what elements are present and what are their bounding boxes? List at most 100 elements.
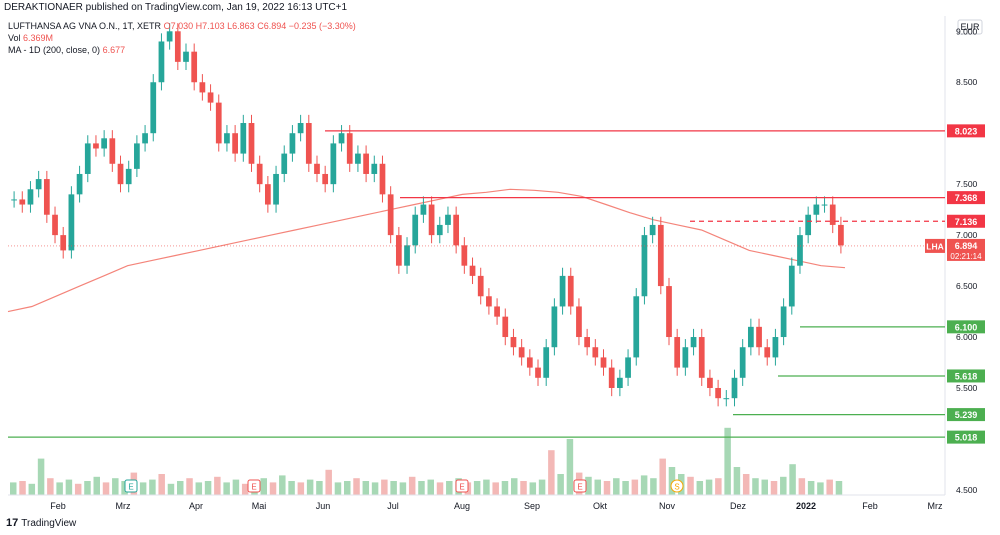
low-value: L6.863 <box>227 21 255 31</box>
event-marker-icon <box>455 479 469 493</box>
volume-bar <box>446 481 453 495</box>
volume-bar <box>241 483 249 495</box>
volume-bar <box>93 476 100 495</box>
event-marker-icon <box>124 479 138 493</box>
candle-body <box>134 143 140 169</box>
candle-body <box>526 357 533 368</box>
volume-bar <box>177 481 184 495</box>
candle-body <box>674 337 681 368</box>
event-marker-label: E <box>251 483 256 492</box>
volume-bar <box>742 474 750 495</box>
last-price-countdown: 02:21:14 <box>950 252 982 261</box>
candle-body <box>322 173 329 185</box>
x-tick-label: Sep <box>524 501 540 511</box>
candle-body <box>142 133 148 144</box>
candle-body <box>125 168 132 185</box>
volume-bar <box>279 475 286 495</box>
candle-body <box>813 204 820 215</box>
candle-body <box>567 275 574 307</box>
level-tag <box>947 369 985 383</box>
volume-bar <box>344 481 351 495</box>
candle-body <box>486 296 492 307</box>
volume-bar <box>733 467 741 495</box>
candle-body <box>510 337 517 348</box>
candle-body <box>404 245 410 266</box>
chart-legend: LUFTHANSA AG VNA O.N., 1T, XETR O7.030 H… <box>8 20 356 56</box>
candle-body <box>330 143 337 185</box>
high-value: H7.103 <box>195 21 225 31</box>
candle-body <box>355 153 361 164</box>
candle-body <box>535 367 541 378</box>
last-price-value: 6.894 <box>955 241 978 251</box>
volume-bar <box>789 464 796 495</box>
volume-bar <box>659 458 666 495</box>
candle-body <box>35 179 42 190</box>
tradingview-brand[interactable]: TradingView <box>21 517 77 529</box>
candle-body <box>584 337 590 348</box>
volume-bar <box>826 479 833 495</box>
volume-bar <box>381 479 388 495</box>
ma-label[interactable]: MA - 1D (200, close, 0) <box>8 45 101 55</box>
volume-bar <box>724 427 731 495</box>
candle-body <box>707 377 713 388</box>
volume-bar <box>538 479 546 495</box>
candle-body <box>412 214 419 246</box>
candle-body <box>731 377 738 399</box>
volume-bar <box>761 479 768 495</box>
volume-bar <box>483 479 490 495</box>
candle-body <box>224 133 230 144</box>
volume-bar <box>603 481 611 495</box>
volume-bar <box>668 467 676 495</box>
candle-body <box>461 245 468 266</box>
candle-body <box>371 163 378 174</box>
volume-bar <box>436 482 444 495</box>
candle-body <box>215 102 222 144</box>
candle-body <box>363 153 369 174</box>
event-marker-icon <box>573 479 587 493</box>
volume-bar <box>473 481 481 495</box>
candle-body <box>43 179 50 215</box>
volume-bar <box>696 481 704 495</box>
event-marker-icon <box>247 479 261 493</box>
volume-bar <box>353 478 360 495</box>
volume-label[interactable]: Vol <box>8 33 21 43</box>
volume-value: 6.369M <box>23 33 54 43</box>
candle-body <box>518 347 525 358</box>
symbol-label[interactable]: LUFTHANSA AG VNA O.N., 1T, XETR <box>8 21 162 31</box>
volume-bar <box>613 478 620 495</box>
volume-bar <box>399 482 407 495</box>
volume-bar <box>28 483 36 495</box>
volume-bar <box>705 479 713 495</box>
x-tick-label: Okt <box>593 501 608 511</box>
volume-bar <box>10 482 17 495</box>
level-tag <box>947 124 985 138</box>
candle-body <box>756 326 762 348</box>
x-tick-label: Jul <box>387 501 399 511</box>
candle-body <box>150 82 157 134</box>
candle-body <box>240 123 247 154</box>
candle-body <box>265 184 271 205</box>
volume-bar <box>752 478 759 495</box>
volume-bar <box>501 481 509 495</box>
candle-body <box>477 275 484 297</box>
y-tick-label: 8.500 <box>956 77 978 87</box>
volume-bar <box>325 469 332 495</box>
currency-label: EUR <box>960 22 980 32</box>
volume-bar <box>631 479 639 495</box>
candle-body <box>207 92 214 103</box>
candle-body <box>494 306 500 317</box>
volume-bar <box>548 450 555 495</box>
candle-body <box>232 133 238 154</box>
candle-body <box>445 214 451 225</box>
candle-body <box>338 133 345 144</box>
candle-body <box>543 347 550 378</box>
volume-bar <box>715 478 722 495</box>
volume-bar <box>139 482 147 495</box>
candle-body <box>690 337 697 348</box>
level-label: 5.018 <box>955 433 978 443</box>
close-value: C6.894 <box>257 21 287 31</box>
candle-body <box>576 306 582 338</box>
tradingview-logo-icon[interactable]: 17 <box>6 517 19 529</box>
volume-bar <box>158 474 165 495</box>
